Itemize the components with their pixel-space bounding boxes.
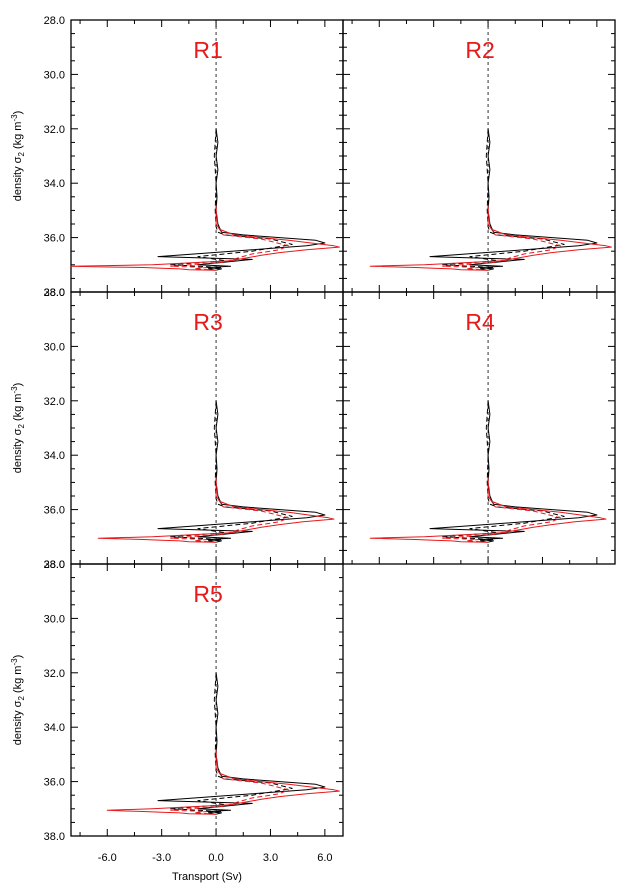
y-axis-label-main: density σ <box>12 156 24 201</box>
y-tick-label: 28.0 <box>44 559 65 571</box>
x-tick-label: -3.0 <box>152 852 171 864</box>
y-tick-label: 30.0 <box>44 341 65 353</box>
y-axis-label-units: (kg m <box>12 666 24 697</box>
series-red-dashed <box>170 754 290 815</box>
series-red-solid <box>97 477 335 543</box>
y-tick-label: 38.0 <box>44 287 65 299</box>
y-tick-label: 30.0 <box>44 69 65 81</box>
y-tick-label: 30.0 <box>44 613 65 625</box>
panel-r5: 28.0 30.0 32.0 34.0 36.0 38.0 density σ2 (kg m… <box>10 559 344 883</box>
y-axis-label: density σ2 (kg m-3) <box>10 655 26 746</box>
series-black-dashed <box>442 128 565 271</box>
y-tick-label: 32.0 <box>44 668 65 680</box>
y-tick-label: 36.0 <box>44 777 65 789</box>
y-axis-label-superscript: -3 <box>10 386 19 394</box>
series-black-solid <box>157 672 326 815</box>
y-tick-label: 36.0 <box>44 505 65 517</box>
series-red-solid <box>106 749 340 815</box>
x-tick-label: 6.0 <box>317 852 332 864</box>
y-axis-label-subscript: 2 <box>17 152 26 157</box>
y-axis-label-units: (kg m <box>12 394 24 425</box>
y-tick-label: 38.0 <box>44 559 65 571</box>
y-axis-label-main: density σ <box>12 700 24 745</box>
series-black-solid <box>429 400 598 543</box>
y-axis-label-close: ) <box>12 383 24 387</box>
series-black-solid <box>157 400 326 543</box>
y-tick-label: 38.0 <box>44 831 65 843</box>
series-red-dashed <box>442 210 562 271</box>
y-tick-label: 34.0 <box>44 722 65 734</box>
panel-title: R5 <box>193 581 222 607</box>
series-red-solid <box>70 205 340 271</box>
series-black-solid <box>157 128 326 271</box>
x-axis-label: Transport (Sv) <box>172 871 242 883</box>
panel-title: R2 <box>465 37 494 63</box>
x-tick-label: -6.0 <box>98 852 117 864</box>
y-axis-label: density σ2 (kg m-3) <box>10 383 26 474</box>
panel-title: R1 <box>193 37 222 63</box>
panel-title: R3 <box>193 309 222 335</box>
x-tick-label: 0.0 <box>208 852 223 864</box>
panel-title: R4 <box>465 309 495 335</box>
series-red-solid <box>369 477 607 543</box>
series-red-solid <box>369 205 612 271</box>
y-tick-label: 28.0 <box>44 15 65 27</box>
y-axis-label-subscript: 2 <box>17 696 26 701</box>
y-axis-label-subscript: 2 <box>17 424 26 429</box>
series-black-dashed <box>170 672 293 815</box>
y-axis-label-main: density σ <box>12 428 24 473</box>
y-tick-label: 32.0 <box>44 124 65 136</box>
series-red-dashed <box>170 210 290 271</box>
y-axis-label-close: ) <box>12 655 24 659</box>
series-black-dashed <box>170 400 293 543</box>
y-axis-label-superscript: -3 <box>10 114 19 122</box>
panel-r1: 28.0 30.0 32.0 34.0 36.0 38.0 density σ2 (kg m… <box>10 15 344 299</box>
y-tick-label: 32.0 <box>44 396 65 408</box>
y-axis-label-superscript: -3 <box>10 658 19 666</box>
x-tick-label: 3.0 <box>263 852 278 864</box>
y-tick-label: 28.0 <box>44 287 65 299</box>
y-tick-label: 36.0 <box>44 233 65 245</box>
series-black-solid <box>429 128 598 271</box>
y-tick-label: 34.0 <box>44 178 65 190</box>
y-tick-label: 34.0 <box>44 450 65 462</box>
series-black-dashed <box>442 400 565 543</box>
series-red-dashed <box>170 482 290 543</box>
y-axis-label: density σ2 (kg m-3) <box>10 111 26 202</box>
series-black-dashed <box>170 128 293 271</box>
panel-r4: R4 <box>342 291 616 565</box>
panel-r3: 28.0 30.0 32.0 34.0 36.0 38.0 density σ2 (kg m… <box>10 287 344 571</box>
series-red-dashed <box>442 482 562 543</box>
panel-r2: R2 <box>342 19 616 293</box>
y-axis-label-close: ) <box>12 111 24 115</box>
y-axis-label-units: (kg m <box>12 122 24 153</box>
